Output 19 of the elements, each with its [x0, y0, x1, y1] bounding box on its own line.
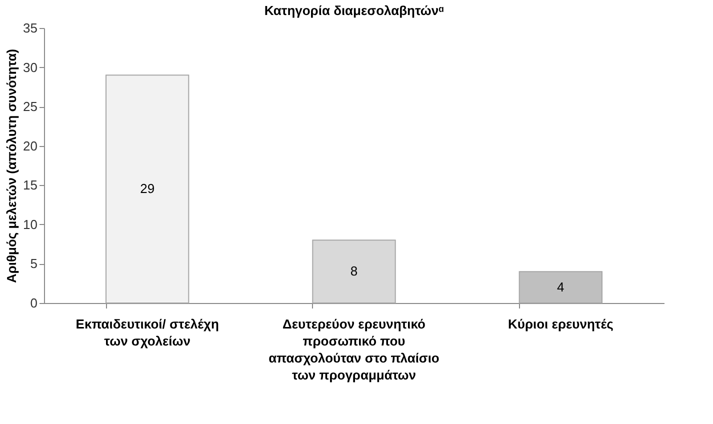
y-tick-label: 35	[23, 20, 38, 36]
y-tick-label: 20	[23, 138, 38, 154]
data-label: 8	[350, 264, 358, 279]
bar	[312, 240, 396, 304]
bar	[518, 271, 602, 304]
y-tick-label: 10	[23, 216, 38, 232]
y-tick-label: 5	[30, 256, 38, 272]
data-label: 29	[140, 181, 155, 196]
y-tick-label: 0	[30, 296, 38, 310]
x-tick-label: Κύριοι ερευνητές	[508, 316, 614, 332]
data-label: 4	[557, 279, 564, 294]
y-tick-label: 25	[23, 99, 38, 114]
y-tick-label: 30	[23, 60, 38, 75]
y-tick-label: 15	[23, 178, 38, 193]
chart-title: Κατηγορία διαμεσολαβητώνᵅ	[264, 3, 444, 18]
x-tick-label: Εκπαιδευτικοί/ στελέχη των σχολείων	[76, 316, 219, 348]
bar	[106, 74, 190, 304]
y-axis-title: Αριθμός μελετών (απόλυτη συνότητα)	[4, 48, 20, 284]
x-tick-label: Δευτερεύον ερευνητικό προσωπικό που απασχολούταν στο πλαίσιο των προγραμμάτων	[268, 316, 440, 382]
